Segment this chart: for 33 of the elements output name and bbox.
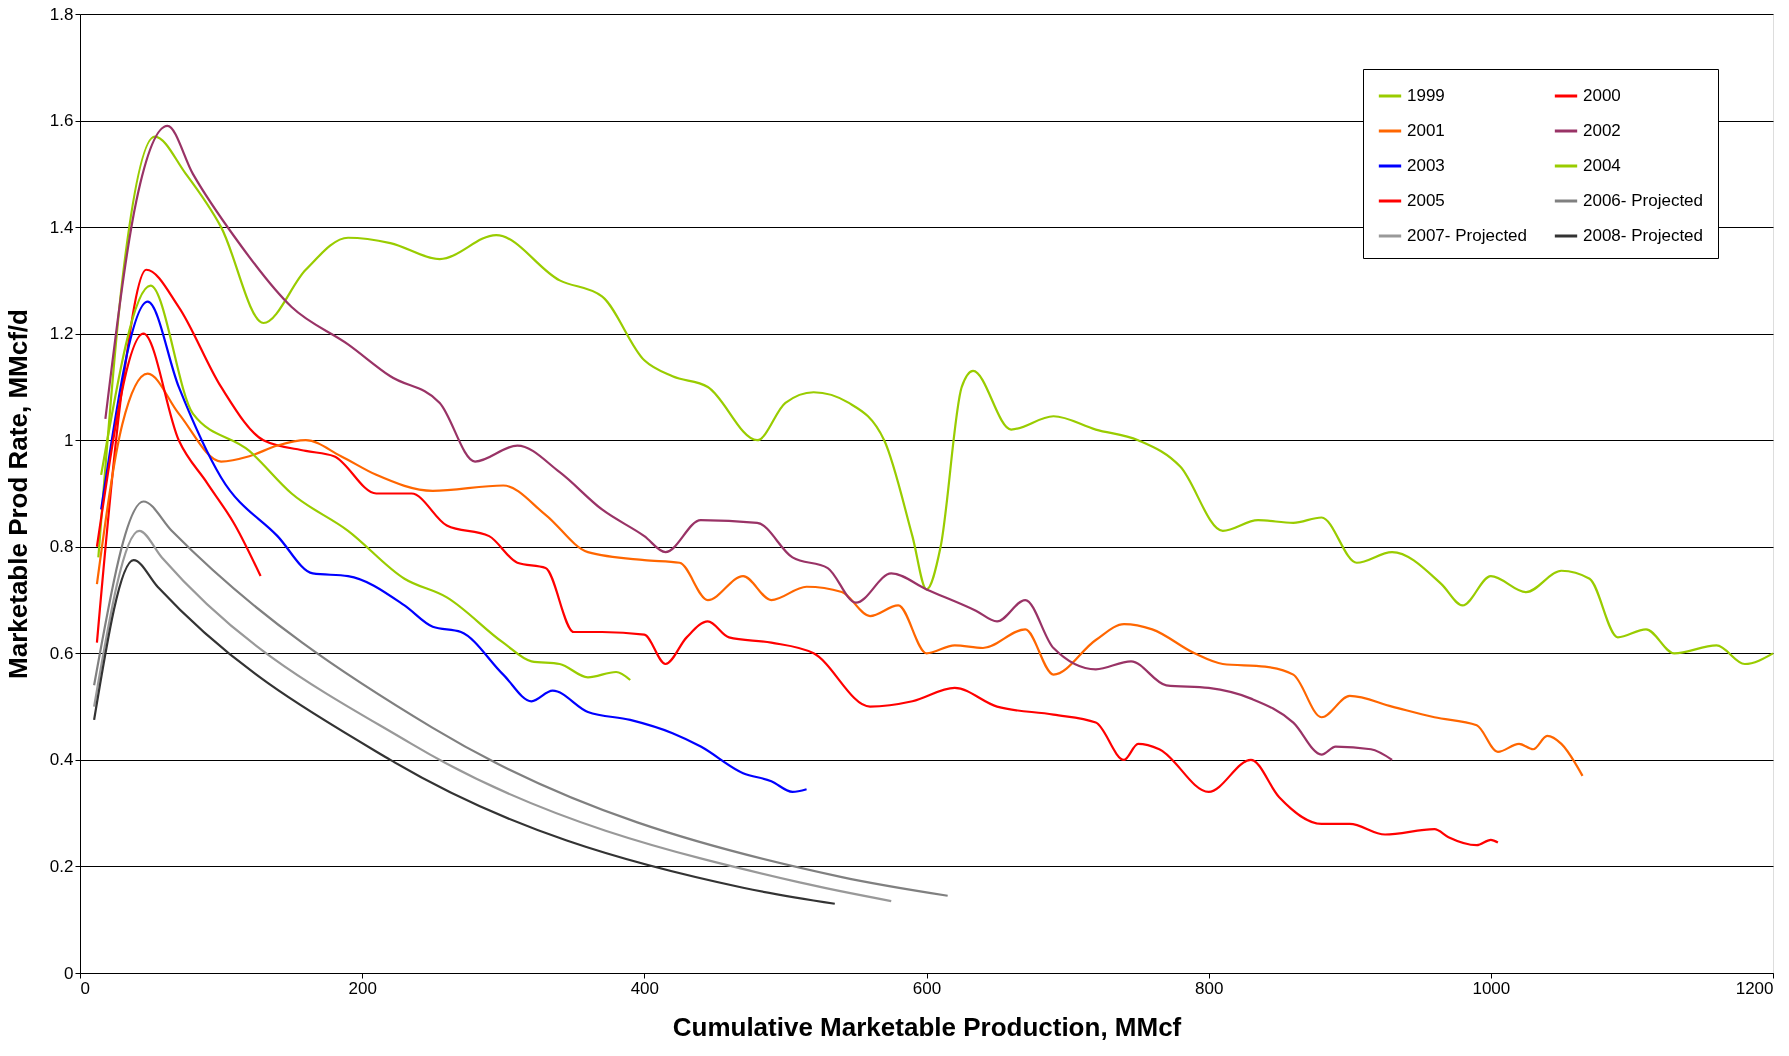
- x-tick-label: 1200: [1735, 978, 1774, 998]
- x-axis-title: Cumulative Marketable Production, MMcf: [672, 1011, 1182, 1042]
- legend-label: 2001: [1407, 121, 1445, 140]
- y-axis-title: Marketable Prod Rate, MMcf/d: [2, 309, 33, 679]
- y-tick-label: 1.8: [49, 4, 74, 24]
- legend-label: 2003: [1407, 156, 1445, 175]
- legend-label: 2006- Projected: [1583, 191, 1704, 210]
- legend-label: 2008- Projected: [1583, 226, 1704, 245]
- x-tick-label: 400: [630, 978, 660, 998]
- x-tick-label: 0: [80, 978, 90, 998]
- legend-label: 2002: [1583, 121, 1621, 140]
- y-tick-label: 0.8: [49, 537, 74, 557]
- x-tick-label: 600: [912, 978, 942, 998]
- y-tick-label: 0.4: [49, 750, 74, 770]
- line-series: [100, 300, 808, 793]
- legend-label: 2005: [1407, 191, 1445, 210]
- x-tick-label: 200: [348, 978, 377, 998]
- line-series: [95, 372, 1584, 777]
- y-tick-label: 1.2: [49, 324, 74, 344]
- legend-label: 1999: [1407, 86, 1445, 105]
- x-tick-label: 1000: [1472, 978, 1511, 998]
- y-tick-label: 0.6: [49, 643, 74, 663]
- legend-label: 2007- Projected: [1407, 226, 1528, 245]
- y-tick-label: 1.4: [49, 217, 74, 237]
- y-tick-label: 0.2: [49, 856, 74, 876]
- x-tick-label: 800: [1194, 978, 1224, 998]
- y-tick-label: 0: [64, 963, 74, 983]
- line-series: [95, 268, 1499, 847]
- y-tick-label: 1.6: [49, 111, 74, 131]
- legend-label: 2000: [1583, 86, 1621, 105]
- line-series: [104, 124, 1394, 761]
- legend-label: 2004: [1583, 156, 1621, 175]
- y-tick-label: 1: [64, 430, 74, 450]
